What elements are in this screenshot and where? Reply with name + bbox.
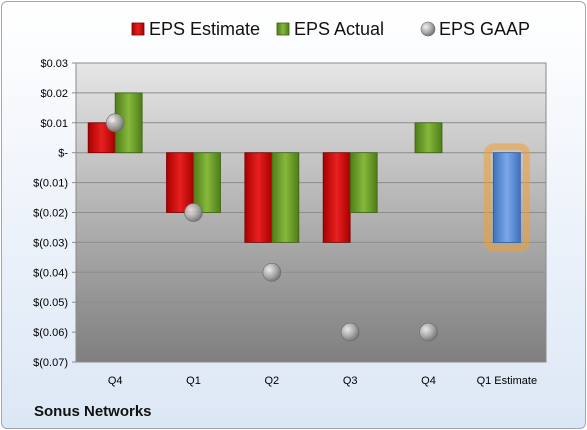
y-tick-label: $0.03 <box>40 58 68 70</box>
bars <box>87 92 530 252</box>
bar-eps-estimate <box>244 152 273 243</box>
legend: EPS Estimate EPS Actual EPS GAAP <box>131 19 530 39</box>
bar-eps-actual <box>271 152 300 243</box>
y-tick-label: $(0.07) <box>33 357 68 369</box>
estimate-highlight-glow <box>483 143 530 252</box>
marker-eps-gaap <box>419 322 438 342</box>
gaap-markers <box>105 113 438 342</box>
y-tick-label: $- <box>58 148 68 160</box>
x-tick-label: Q3 <box>343 375 358 387</box>
bar-eps-estimate <box>322 152 351 243</box>
gridlines <box>76 62 546 363</box>
y-tick-label: $(0.01) <box>33 178 68 190</box>
x-tick-label: Q2 <box>264 375 279 387</box>
x-tick-label: Q1 Estimate <box>477 375 538 387</box>
x-tick-label: Q4 <box>421 375 436 387</box>
y-tick-label: $(0.04) <box>33 267 68 279</box>
company-name: Sonus Networks <box>34 403 152 420</box>
bar-eps-estimate-future <box>492 152 521 243</box>
y-tick-label: $(0.06) <box>33 327 68 339</box>
y-tick-label: $(0.05) <box>33 297 68 309</box>
y-tick-label: $(0.03) <box>33 237 68 249</box>
marker-eps-gaap <box>262 262 282 282</box>
legend-swatch <box>131 22 145 36</box>
legend-swatch <box>420 21 436 37</box>
marker-eps-gaap <box>340 322 360 342</box>
legend-label: EPS GAAP <box>439 19 530 39</box>
legend-label: EPS Estimate <box>149 19 260 39</box>
bar-eps-actual <box>414 122 443 154</box>
y-tick-label: $0.01 <box>40 118 68 130</box>
x-tick-label: Q1 <box>186 375 201 387</box>
x-axis: Q4 Q1 Q2 Q3 Q4 Q1 Estimate <box>108 375 537 387</box>
bar-eps-actual <box>349 152 378 213</box>
bar-eps-estimate <box>166 152 194 213</box>
y-axis: $0.03 $0.02 $0.01 $- $(0.01) $(0.02) $(0.03) $(… <box>33 58 76 369</box>
legend-label: EPS Actual <box>294 19 384 39</box>
y-tick-label: $(0.02) <box>33 208 68 220</box>
marker-eps-gaap <box>105 113 125 133</box>
x-tick-label: Q4 <box>108 375 123 387</box>
marker-eps-gaap <box>184 203 203 222</box>
bar-eps-actual <box>193 152 221 213</box>
legend-swatch <box>276 22 290 36</box>
y-tick-label: $0.02 <box>40 88 68 100</box>
